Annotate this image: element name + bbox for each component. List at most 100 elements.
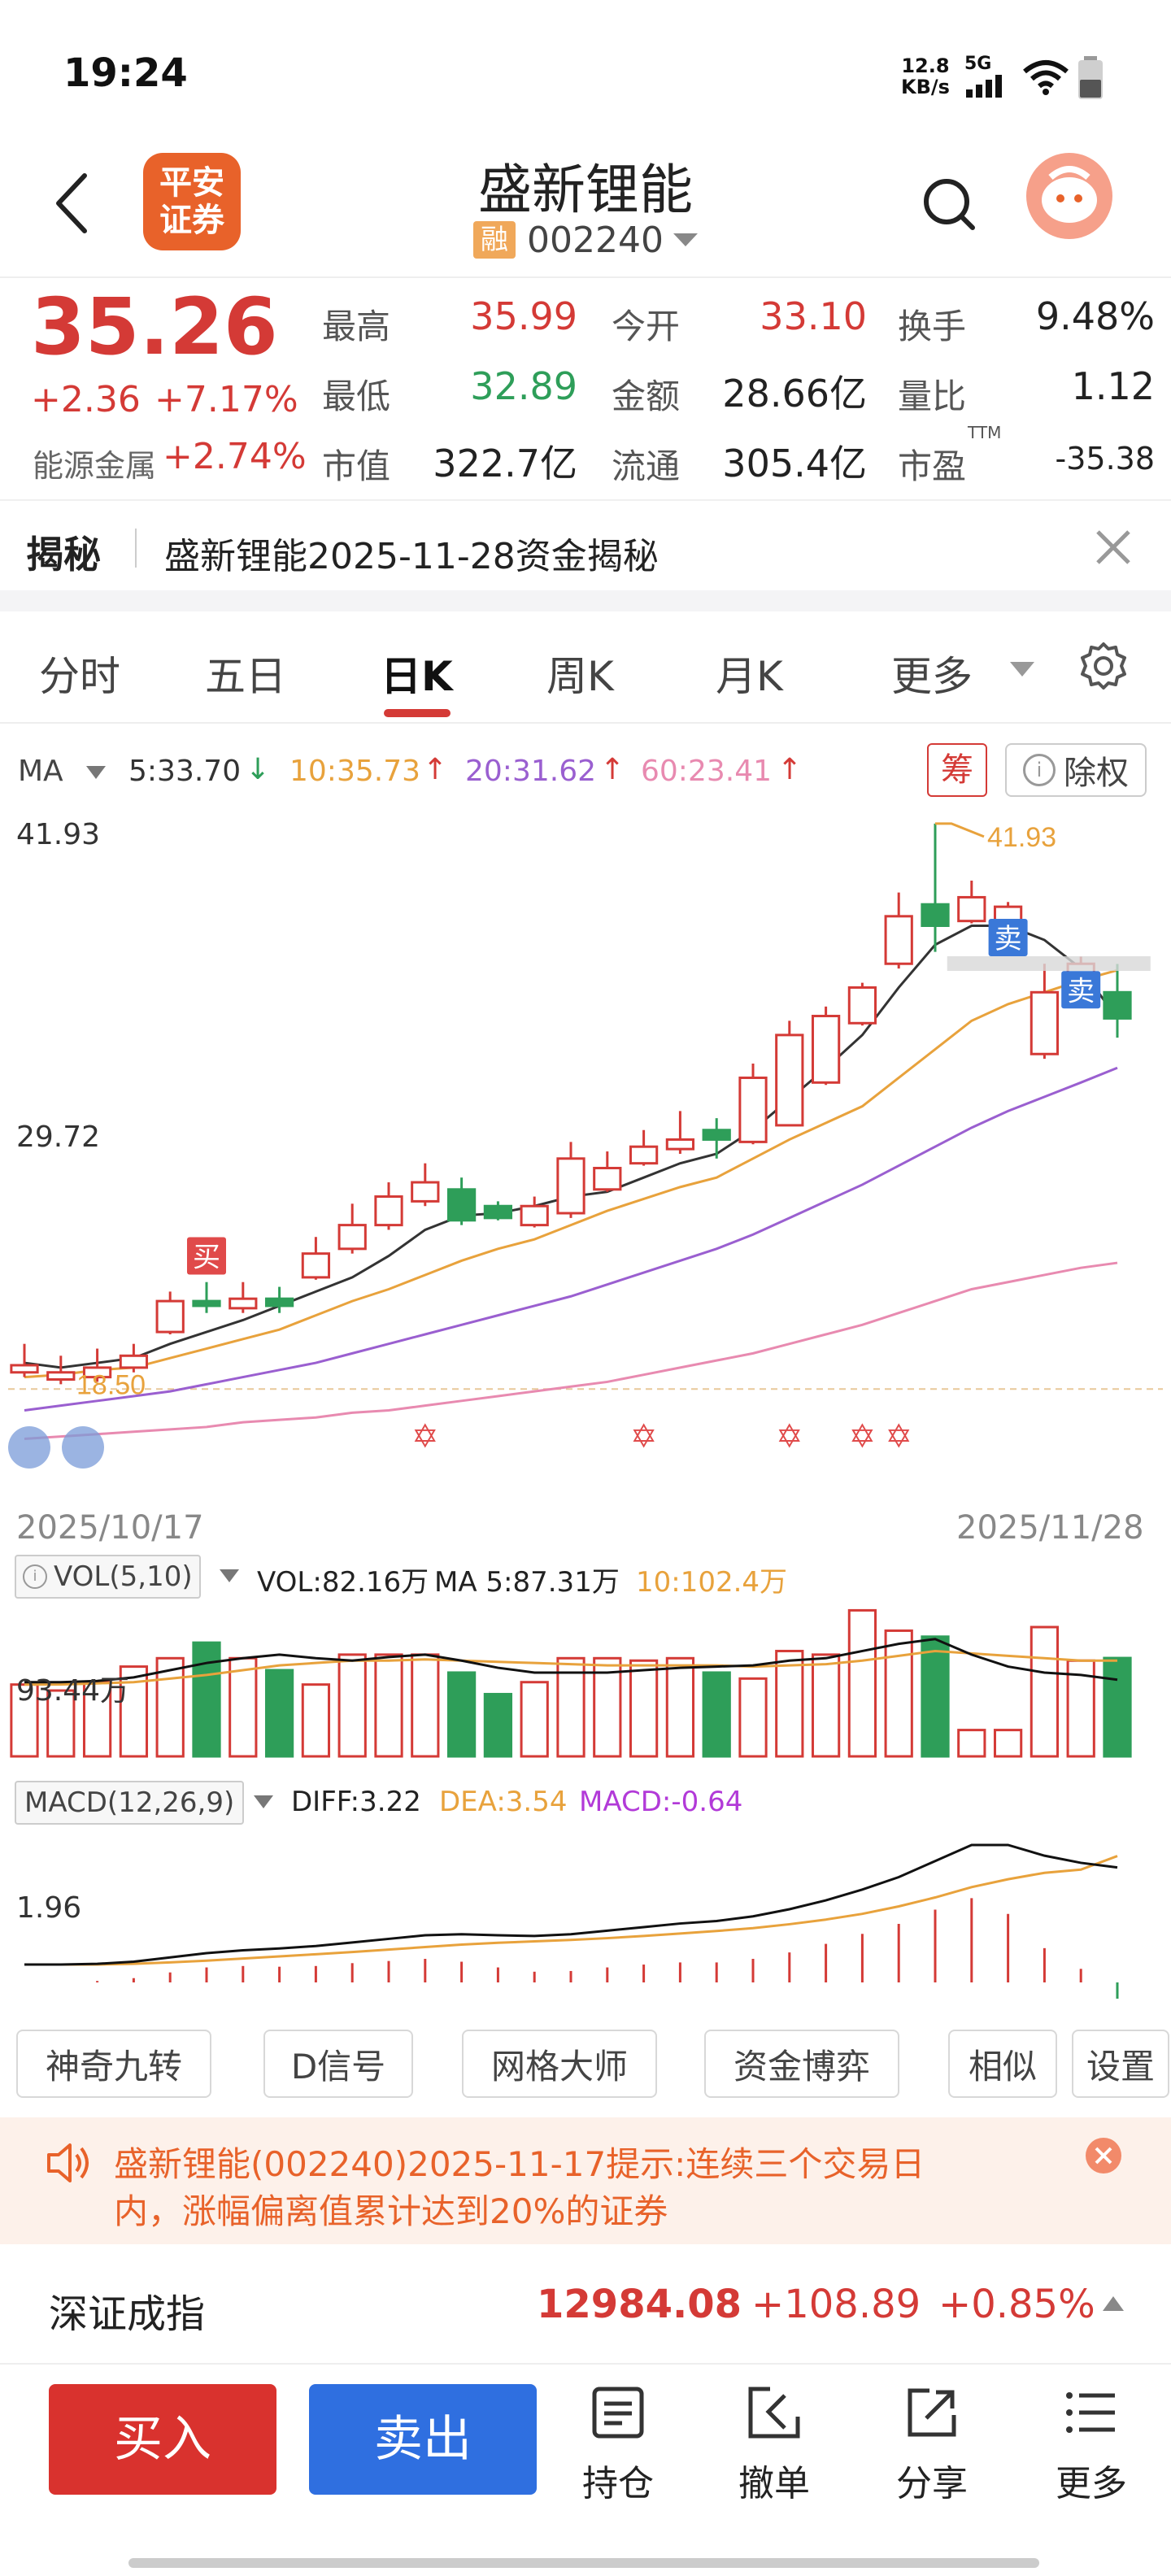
volume-bar bbox=[192, 1641, 221, 1758]
sell-button[interactable]: 卖出 bbox=[309, 2384, 537, 2495]
tool-d-signal[interactable]: D信号 bbox=[263, 2030, 413, 2098]
candle bbox=[119, 1354, 149, 1369]
candle bbox=[556, 1157, 586, 1215]
header: 平安 证券 盛新锂能 融 002240 bbox=[0, 146, 1171, 276]
macd-value: MACD:-0.64 bbox=[579, 1786, 743, 1818]
tool-settings[interactable]: 设置 bbox=[1072, 2030, 1169, 2098]
tab-monthly-k[interactable]: 月K bbox=[716, 653, 783, 700]
index-ticker[interactable]: 深证成指 12984.08 +108.89 +0.85% bbox=[0, 2246, 1171, 2365]
low-price-label: 18.50 bbox=[76, 1369, 146, 1400]
volume-bar bbox=[1103, 1656, 1132, 1758]
resistance-band bbox=[947, 956, 1151, 972]
sector-pct[interactable]: +2.74% bbox=[163, 436, 307, 477]
candle bbox=[1103, 990, 1132, 1020]
gear-icon[interactable] bbox=[1078, 641, 1129, 691]
tool-similar[interactable]: 相似 bbox=[948, 2030, 1057, 2098]
stat-label: 流通 bbox=[612, 446, 681, 486]
ma-selector[interactable]: MA bbox=[18, 755, 63, 788]
reveal-banner[interactable]: 揭秘 盛新锂能2025-11-28资金揭秘 bbox=[0, 499, 1171, 592]
notice-banner[interactable]: 盛新锂能(002240)2025-11-17提示:连续三个交易日 内，涨幅偏离值… bbox=[0, 2117, 1171, 2244]
volume-bar bbox=[411, 1653, 440, 1758]
stat-value-amount: 28.66亿 bbox=[722, 372, 867, 416]
search-icon[interactable] bbox=[921, 176, 977, 233]
tool-grid-master[interactable]: 网格大师 bbox=[462, 2030, 657, 2098]
macd-chart[interactable] bbox=[8, 1828, 1163, 1999]
candle bbox=[884, 915, 913, 965]
vol-indicator-selector[interactable]: i VOL(5,10) bbox=[15, 1555, 201, 1599]
holdings-icon bbox=[592, 2387, 644, 2439]
broker-logo: 平安 证券 bbox=[143, 153, 241, 250]
speaker-icon bbox=[47, 2143, 89, 2182]
candle bbox=[775, 1033, 804, 1127]
tab-daily-k[interactable]: 日K bbox=[381, 653, 453, 700]
buy-button[interactable]: 买入 bbox=[49, 2384, 276, 2495]
quote-panel: 35.26 +2.36 +7.17% 能源金属 +2.74% 最高 35.99 … bbox=[0, 278, 1171, 491]
tab-weekly-k[interactable]: 周K bbox=[546, 653, 614, 700]
volume-bar bbox=[629, 1659, 659, 1758]
candle bbox=[264, 1297, 294, 1308]
cancel-order-icon bbox=[748, 2387, 800, 2439]
volume-chart[interactable] bbox=[8, 1602, 1163, 1764]
ma60-line bbox=[24, 1261, 1118, 1441]
assistant-avatar[interactable] bbox=[1026, 153, 1112, 239]
candle bbox=[738, 1076, 768, 1143]
ma10-line bbox=[24, 968, 1118, 1379]
more-button[interactable]: 更多 bbox=[1043, 2384, 1140, 2506]
volume-bar bbox=[665, 1656, 695, 1758]
info-icon: i bbox=[23, 1564, 47, 1589]
index-change: +108.89 bbox=[751, 2282, 921, 2327]
candle bbox=[811, 1015, 841, 1084]
cancel-order-button[interactable]: 撤单 bbox=[725, 2384, 823, 2506]
up-arrow-icon: ↑ bbox=[423, 753, 448, 786]
vol-label: VOL(5,10) bbox=[54, 1560, 193, 1593]
share-button[interactable]: 分享 bbox=[883, 2384, 981, 2506]
stat-label: 量比 bbox=[898, 376, 967, 416]
margin-badge: 融 bbox=[473, 221, 516, 259]
tab-five-day[interactable]: 五日 bbox=[205, 653, 286, 700]
back-icon[interactable] bbox=[52, 171, 93, 236]
candle bbox=[446, 1188, 477, 1222]
diff-value: DIFF:3.22 bbox=[291, 1786, 421, 1818]
notice-line-2: 内，涨幅偏离值累计达到20%的证券 bbox=[114, 2191, 668, 2231]
tool-fund-game[interactable]: 资金博弈 bbox=[704, 2030, 899, 2098]
event-star-icon: ✡ bbox=[411, 1418, 439, 1456]
period-tabs: 分时 五日 日K 周K 月K 更多 bbox=[0, 611, 1171, 724]
event-star-icon: ✡ bbox=[630, 1418, 658, 1456]
close-icon[interactable] bbox=[1083, 2135, 1124, 2176]
close-icon[interactable] bbox=[1093, 527, 1134, 568]
stock-code-row[interactable]: 融 002240 bbox=[473, 219, 699, 261]
chevron-down-icon bbox=[1010, 662, 1034, 677]
holdings-button[interactable]: 持仓 bbox=[569, 2384, 667, 2506]
stock-code: 002240 bbox=[527, 219, 664, 261]
tab-more[interactable]: 更多 bbox=[891, 653, 973, 700]
event-star-icon: ✡ bbox=[849, 1418, 877, 1456]
net-speed-value: 12.8 bbox=[901, 54, 950, 77]
ex-rights-button[interactable]: i 除权 bbox=[1005, 743, 1147, 797]
volume-bar bbox=[884, 1629, 913, 1758]
tool-magic-nine[interactable]: 神奇九转 bbox=[16, 2030, 211, 2098]
action-bar: 买入 卖出 持仓 撤单 分享 更多 bbox=[0, 2365, 1171, 2527]
vol-value: VOL:82.16万 bbox=[257, 1566, 429, 1599]
sell-signal-badge-bg bbox=[988, 919, 1028, 957]
price-change-pct: +7.17% bbox=[155, 379, 298, 420]
chip-button[interactable]: 筹 bbox=[927, 743, 987, 797]
battery-icon bbox=[1078, 56, 1103, 99]
y-axis-top: 41.93 bbox=[16, 818, 101, 851]
volume-bar bbox=[556, 1656, 586, 1758]
volume-bar bbox=[1030, 1625, 1060, 1758]
macd-label: MACD(12,26,9) bbox=[24, 1786, 235, 1819]
vol-ma10-value: 10:102.4万 bbox=[636, 1566, 788, 1599]
info-icon: i bbox=[1023, 754, 1056, 786]
dea-line bbox=[24, 1855, 1118, 1966]
network-type: 5G bbox=[964, 54, 992, 74]
candle bbox=[520, 1204, 549, 1227]
index-pct: +0.85% bbox=[938, 2282, 1095, 2327]
macd-indicator-selector[interactable]: MACD(12,26,9) bbox=[15, 1781, 245, 1825]
active-tab-indicator bbox=[384, 709, 451, 717]
tab-intraday[interactable]: 分时 bbox=[39, 653, 120, 700]
volume-bar bbox=[847, 1608, 877, 1758]
sector-name[interactable]: 能源金属 bbox=[33, 448, 157, 484]
macd-y-label: 1.96 bbox=[16, 1891, 82, 1925]
candle bbox=[665, 1138, 695, 1151]
